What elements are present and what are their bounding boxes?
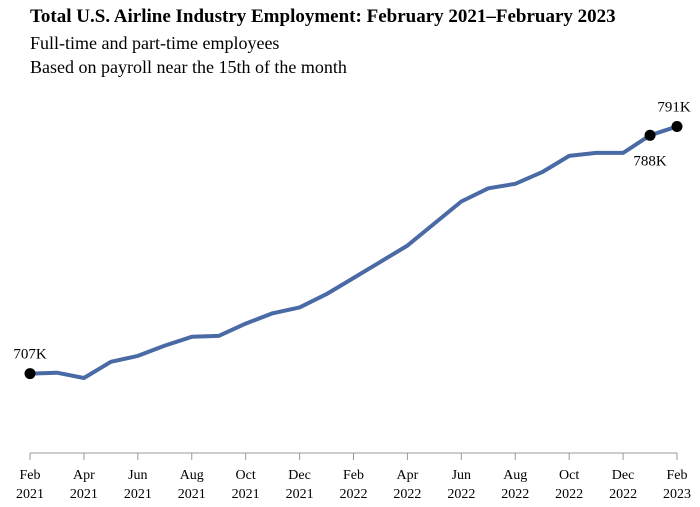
x-tick-label: Dec 2021 <box>286 468 314 502</box>
x-tick-month: Oct <box>559 468 579 483</box>
x-tick-month: Jun <box>128 468 147 483</box>
data-label: 788K <box>633 153 667 169</box>
x-tick-label: Oct 2022 <box>555 468 583 502</box>
x-tick-year: 2021 <box>16 487 44 502</box>
x-tick-year: 2022 <box>609 487 637 502</box>
x-tick-year: 2021 <box>178 487 206 502</box>
x-tick-label: Feb 2022 <box>340 468 368 502</box>
x-tick-year: 2022 <box>501 487 529 502</box>
x-tick-month: Feb <box>667 468 688 483</box>
chart-subtitle-1: Full-time and part-time employees <box>30 33 280 53</box>
x-tick-month: Jun <box>452 468 471 483</box>
x-tick-label: Apr 2021 <box>70 468 98 502</box>
data-point-marker <box>24 368 36 380</box>
x-tick-month: Apr <box>73 468 95 483</box>
x-tick-label: Feb 2023 <box>663 468 691 502</box>
x-tick-year: 2022 <box>555 487 583 502</box>
x-tick-year: 2021 <box>124 487 152 502</box>
x-tick-label: Dec 2022 <box>609 468 637 502</box>
x-tick-month: Dec <box>612 468 635 483</box>
x-tick-year: 2023 <box>663 487 691 502</box>
x-tick-month: Dec <box>288 468 311 483</box>
x-tick-month: Apr <box>397 468 419 483</box>
x-tick-year: 2021 <box>70 487 98 502</box>
x-tick-year: 2022 <box>447 487 475 502</box>
x-tick-label: Aug 2021 <box>178 468 206 502</box>
data-label: 707K <box>13 347 47 363</box>
x-axis-ticks: Feb 2021 Apr 2021 Jun 2021 Aug 2021 Oct 2021 Dec 20… <box>16 453 691 502</box>
x-tick-year: 2021 <box>286 487 314 502</box>
chart-title: Total U.S. Airline Industry Employment: … <box>30 6 616 27</box>
x-tick-month: Aug <box>180 468 204 483</box>
chart-subtitle-2: Based on payroll near the 15th of the mo… <box>30 57 347 77</box>
x-tick-year: 2022 <box>340 487 368 502</box>
x-tick-year: 2021 <box>232 487 260 502</box>
x-tick-year: 2022 <box>393 487 421 502</box>
x-tick-month: Aug <box>503 468 527 483</box>
x-tick-label: Jun 2022 <box>447 468 475 502</box>
x-tick-label: Apr 2022 <box>393 468 421 502</box>
data-markers: 707K 788K 791K <box>13 99 691 380</box>
data-label: 791K <box>657 99 691 115</box>
data-point-marker <box>644 129 656 141</box>
x-tick-label: Oct 2021 <box>232 468 260 502</box>
x-tick-label: Aug 2022 <box>501 468 529 502</box>
x-tick-month: Feb <box>343 468 364 483</box>
x-tick-month: Feb <box>20 468 41 483</box>
data-point-marker <box>671 120 683 132</box>
x-tick-label: Jun 2021 <box>124 468 152 502</box>
x-tick-month: Oct <box>236 468 256 483</box>
series-line <box>28 124 679 380</box>
x-tick-label: Feb 2021 <box>16 468 44 502</box>
